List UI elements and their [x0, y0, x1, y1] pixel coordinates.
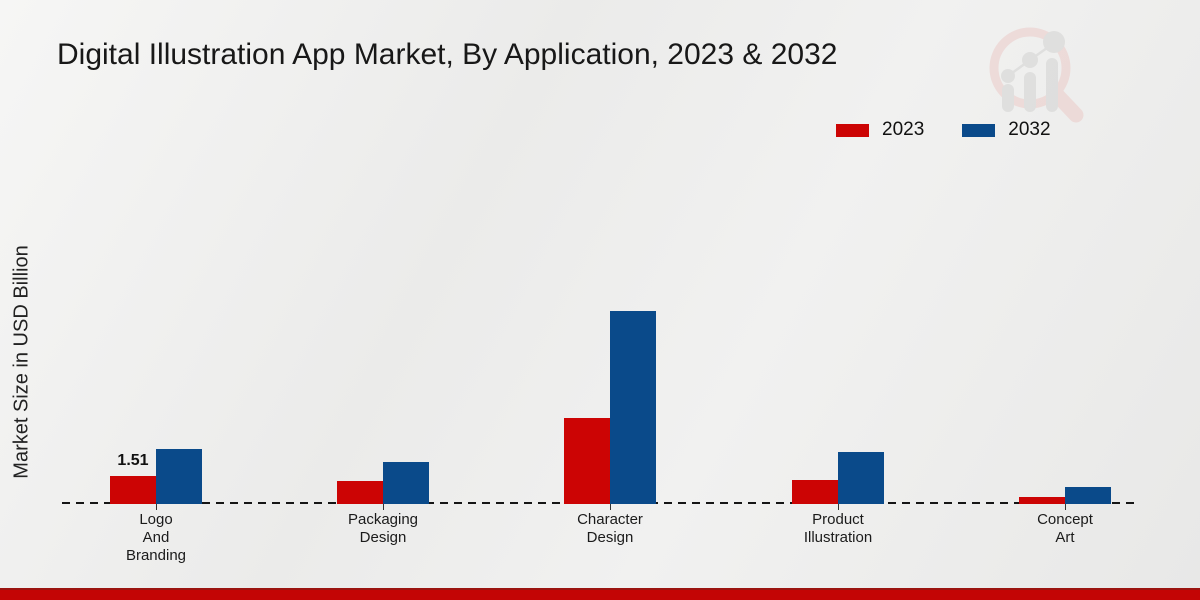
legend-item-2032: 2032	[962, 119, 1051, 141]
bar-2023-logo-and-branding	[110, 476, 156, 504]
bar-2023-concept-art	[1019, 496, 1065, 504]
legend-swatch-2023	[836, 123, 869, 137]
bar-2032-logo-and-branding	[156, 448, 202, 504]
bar-2032-product-illustration	[838, 452, 884, 504]
bar-2023-character-design	[564, 417, 610, 504]
bar-2032-concept-art	[1065, 486, 1111, 504]
category-label-concept-art: Concept Art	[1037, 511, 1093, 546]
x-axis-tick-logo-and-branding	[156, 504, 157, 510]
legend: 2023 2032	[836, 119, 1051, 141]
chart-title: Digital Illustration App Market, By Appl…	[57, 38, 838, 71]
legend-label: 2032	[1008, 119, 1051, 140]
x-axis-tick-packaging-design	[383, 504, 384, 510]
bar-2032-packaging-design	[383, 462, 429, 504]
magnifier-barchart-logo-icon	[989, 27, 1084, 123]
x-axis-tick-product-illustration	[838, 504, 839, 510]
legend-label: 2023	[882, 119, 925, 140]
market-research-future-logo-watermark	[975, 16, 1095, 131]
legend-item-2023: 2023	[836, 119, 924, 141]
category-label-character-design: Character Design	[577, 511, 643, 546]
bar-2023-packaging-design	[337, 481, 383, 504]
category-label-product-illustration: Product Illustration	[803, 511, 873, 546]
x-axis-tick-character-design	[610, 504, 611, 510]
footer-red-band	[0, 588, 1200, 600]
bar-2032-character-design	[610, 311, 656, 504]
legend-swatch-2032	[962, 123, 996, 137]
bar-value-label-2023-logo-and-branding: 1.51	[117, 452, 149, 470]
bar-2023-product-illustration	[792, 479, 838, 504]
category-label-logo-and-branding: Logo And Branding	[125, 511, 187, 564]
category-label-packaging-design: Packaging Design	[347, 511, 419, 546]
x-axis-tick-concept-art	[1065, 504, 1066, 510]
